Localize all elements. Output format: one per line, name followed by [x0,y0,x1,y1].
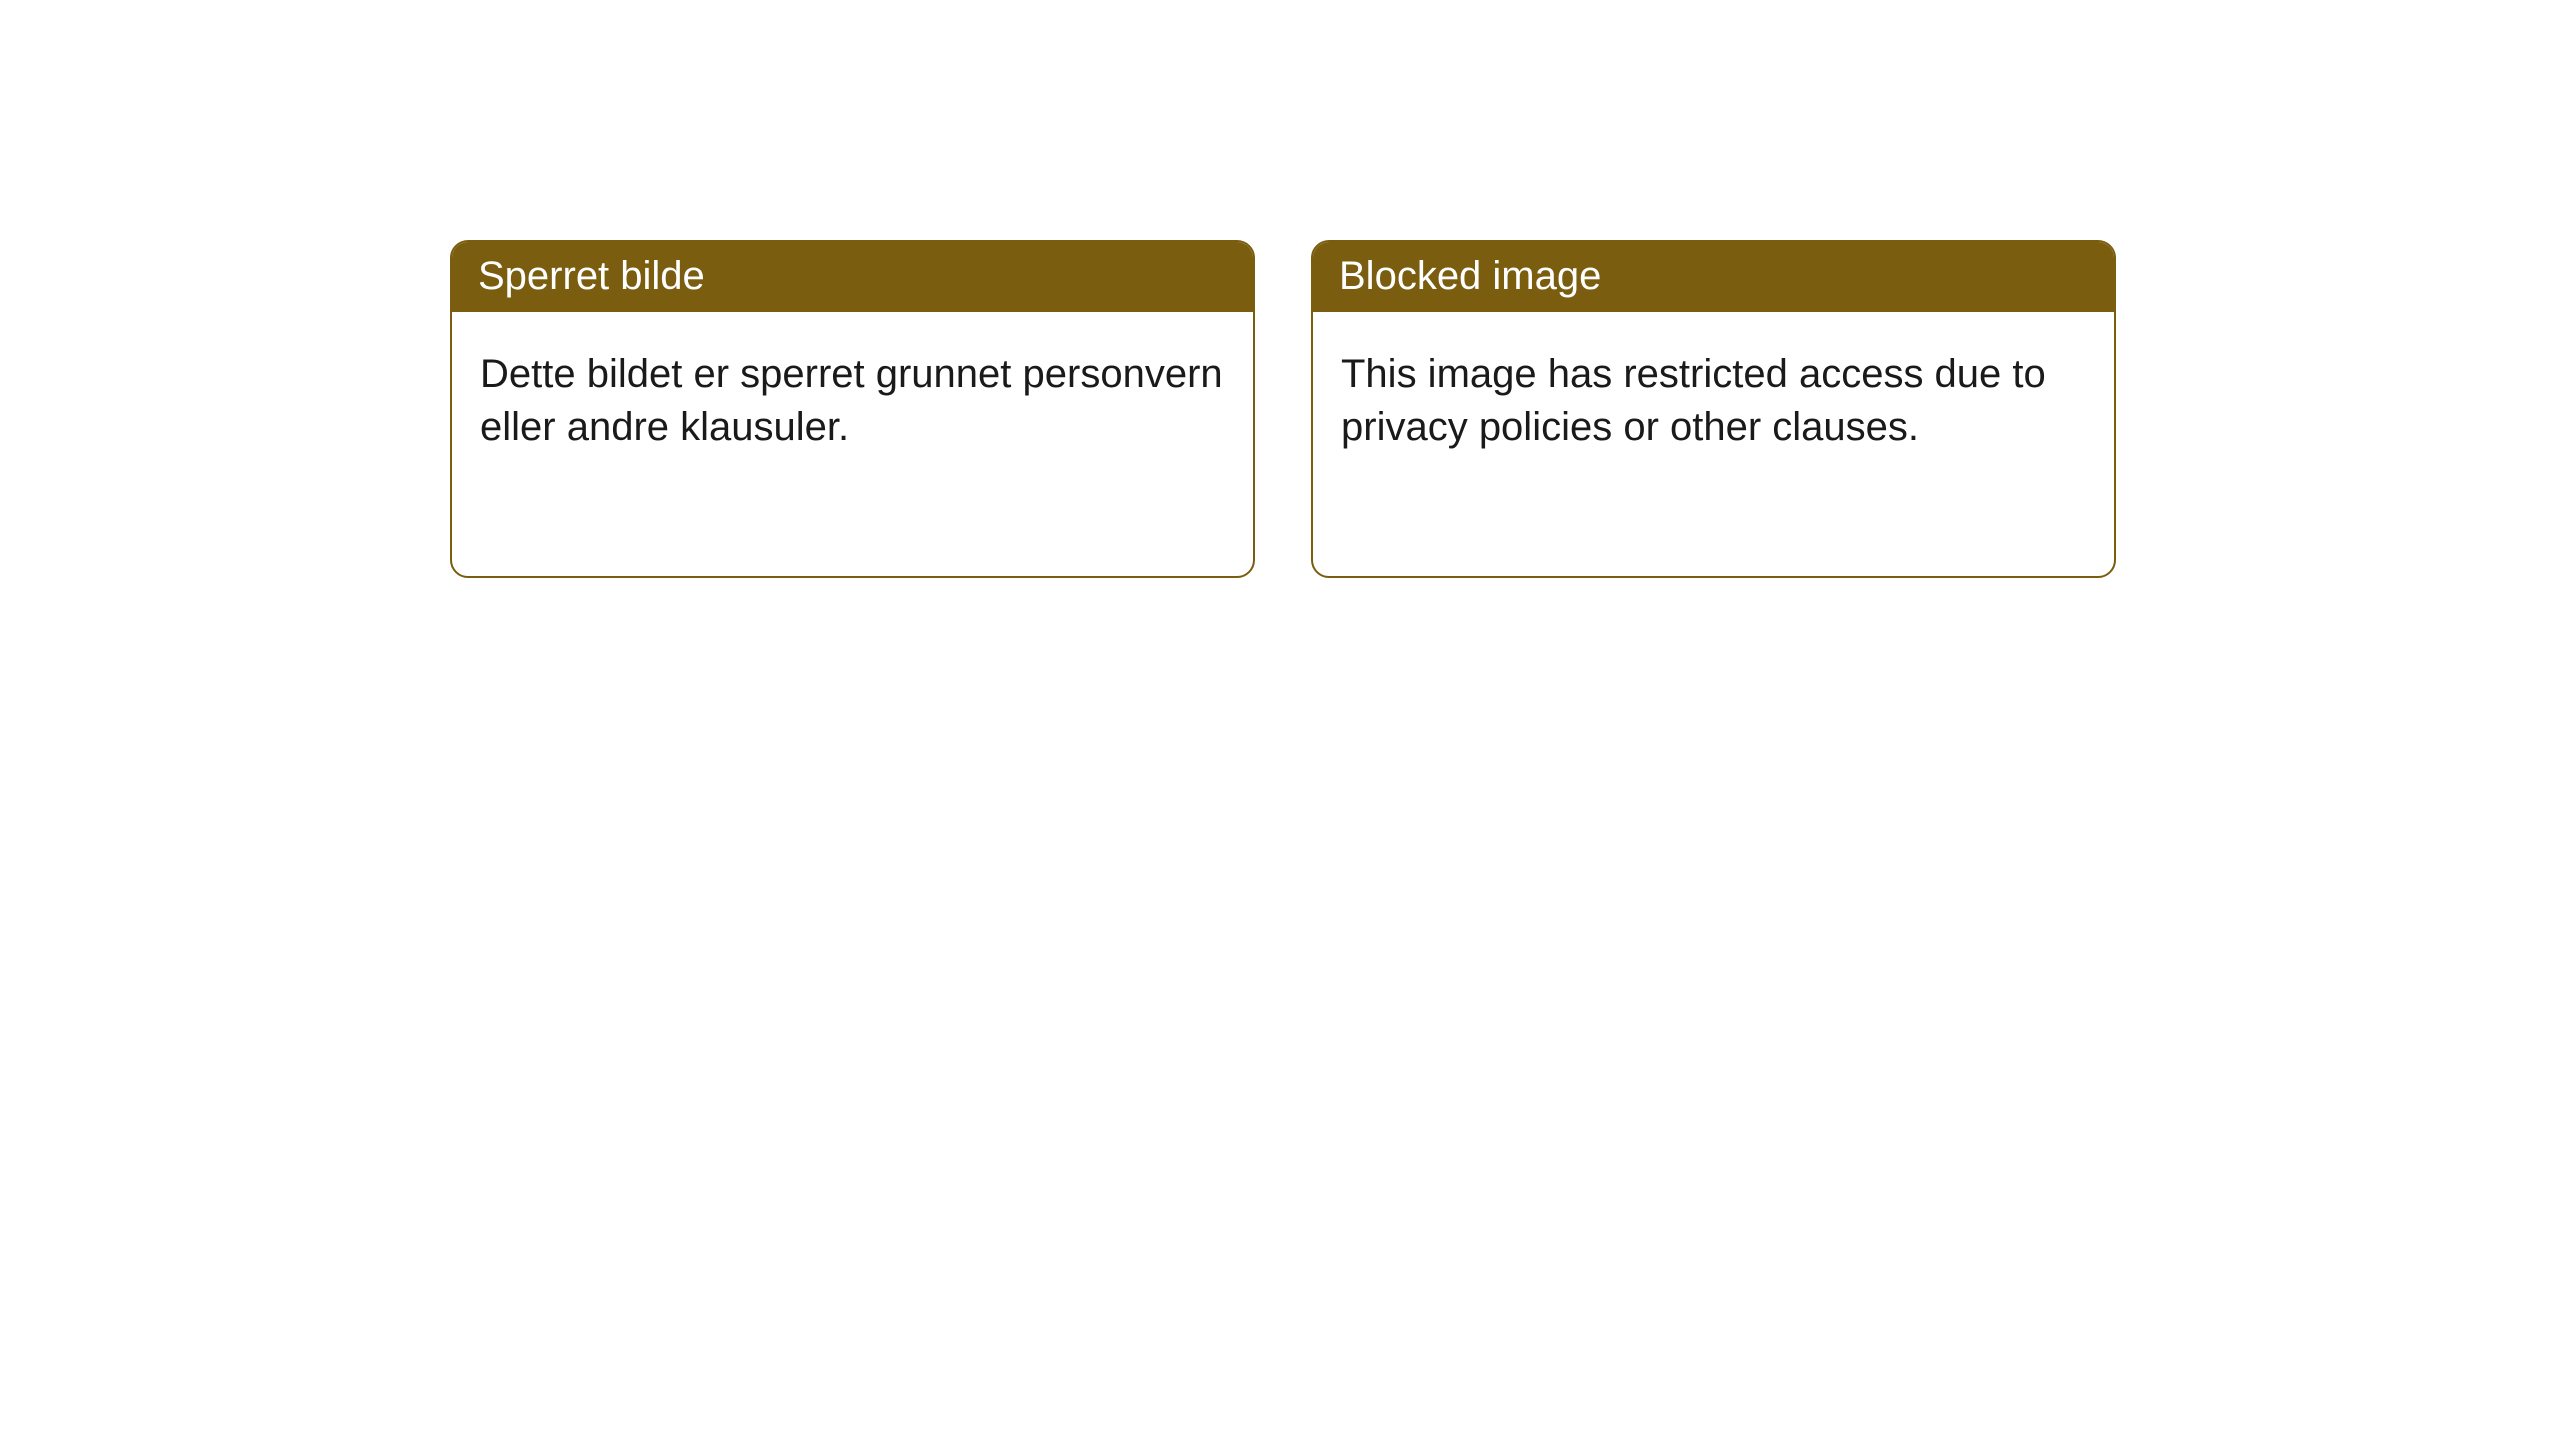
notice-box-en: Blocked image This image has restricted … [1311,240,2116,578]
notice-body-no: Dette bildet er sperret grunnet personve… [452,312,1253,482]
notice-container: Sperret bilde Dette bildet er sperret gr… [0,0,2560,578]
notice-body-en: This image has restricted access due to … [1313,312,2114,482]
notice-header-no: Sperret bilde [452,242,1253,312]
notice-box-no: Sperret bilde Dette bildet er sperret gr… [450,240,1255,578]
notice-header-en: Blocked image [1313,242,2114,312]
